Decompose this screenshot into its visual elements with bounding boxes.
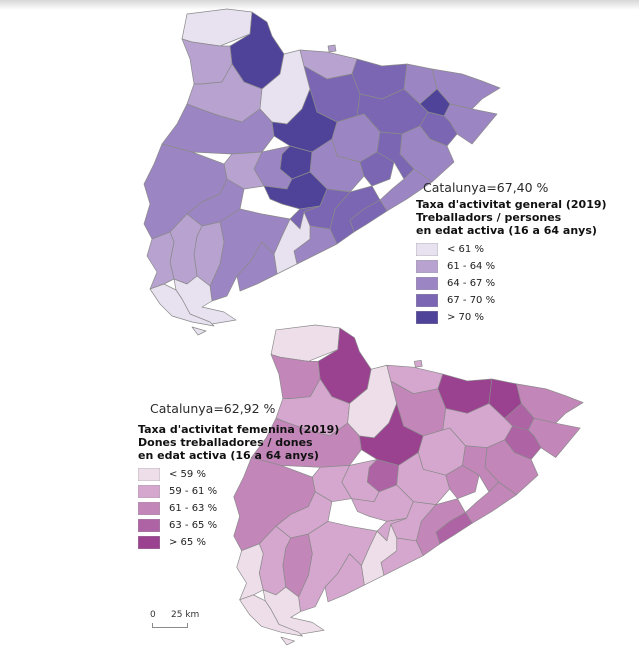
- legend-label: > 70 %: [447, 312, 484, 323]
- top-shadow: [0, 0, 639, 10]
- legend-swatch: [416, 311, 438, 324]
- legend-item: 61 - 64 %: [416, 260, 607, 273]
- catalunya-value-general: Catalunya=67,40 %: [423, 180, 549, 195]
- legend-item: 59 - 61 %: [138, 485, 339, 498]
- legend-femenina: Taxa d'activitat femenina (2019) Dones t…: [138, 423, 339, 553]
- legend-label: 67 - 70 %: [447, 295, 496, 306]
- legend-label: 61 - 64 %: [447, 261, 496, 272]
- legend-item: 64 - 67 %: [416, 277, 607, 290]
- legend-swatch: [138, 536, 160, 549]
- scale-start-label: 0: [150, 610, 156, 620]
- legend-label: > 65 %: [169, 537, 206, 548]
- catalunya-value-femenina: Catalunya=62,92 %: [150, 401, 276, 416]
- legend-general: Taxa d'activitat general (2019) Treballa…: [416, 198, 607, 328]
- legend-general-title-line3: en edat activa (16 a 64 anys): [416, 224, 597, 237]
- legend-swatch: [138, 519, 160, 532]
- legend-item: > 65 %: [138, 536, 339, 549]
- legend-swatch: [138, 502, 160, 515]
- legend-item: 63 - 65 %: [138, 519, 339, 532]
- scale-bar-line: [152, 623, 188, 628]
- scale-bar: 0 25 km: [150, 610, 212, 628]
- legend-item: < 61 %: [416, 243, 607, 256]
- legend-swatch: [138, 468, 160, 481]
- legend-item: 61 - 63 %: [138, 502, 339, 515]
- legend-label: 63 - 65 %: [169, 520, 218, 531]
- legend-item: 67 - 70 %: [416, 294, 607, 307]
- legend-general-title-line2: Treballadors / persones: [416, 211, 562, 224]
- legend-item: > 70 %: [416, 311, 607, 324]
- legend-femenina-title-line3: en edat activa (16 a 64 anys): [138, 449, 319, 462]
- legend-swatch: [416, 243, 438, 256]
- legend-femenina-title-line1: Taxa d'activitat femenina (2019): [138, 423, 340, 436]
- legend-swatch: [416, 260, 438, 273]
- legend-label: < 61 %: [447, 244, 484, 255]
- legend-femenina-title-line2: Dones treballadores / dones: [138, 436, 313, 449]
- legend-swatch: [138, 485, 160, 498]
- region-terra-alta: [146, 231, 175, 290]
- scale-end-label: 25 km: [171, 610, 200, 620]
- legend-label: 64 - 67 %: [447, 278, 496, 289]
- legend-swatch: [416, 277, 438, 290]
- legend-label: 59 - 61 %: [169, 486, 218, 497]
- legend-general-title-line1: Taxa d'activitat general (2019): [416, 198, 607, 211]
- legend-label: 61 - 63 %: [169, 503, 218, 514]
- legend-item: < 59 %: [138, 468, 339, 481]
- region-llivia: [327, 44, 337, 53]
- region-llivia: [413, 359, 423, 368]
- legend-swatch: [416, 294, 438, 307]
- legend-label: < 59 %: [169, 469, 206, 480]
